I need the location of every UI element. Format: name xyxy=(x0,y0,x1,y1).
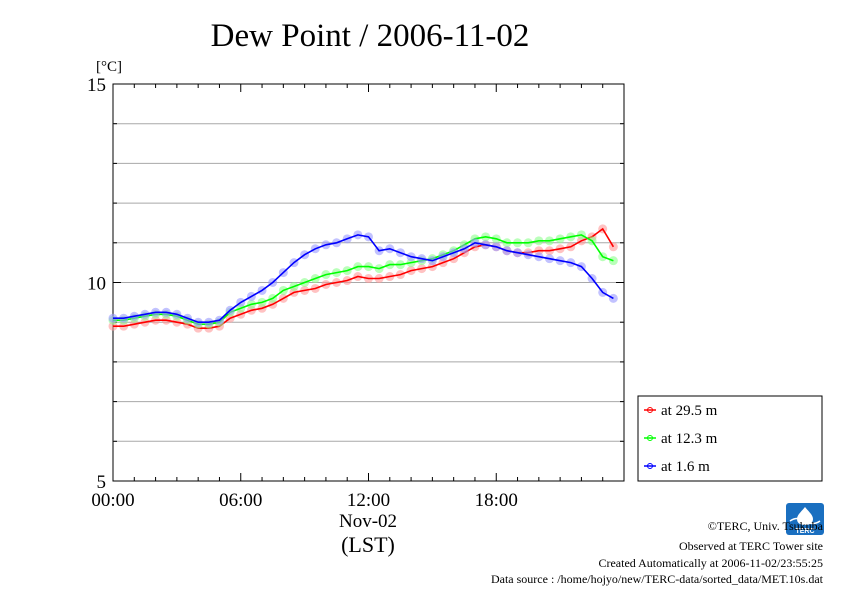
credit-observed: Observed at TERC Tower site xyxy=(679,539,823,553)
legend xyxy=(637,395,823,482)
x-tick-label: 00:00 xyxy=(91,490,134,511)
y-tick-label: 10 xyxy=(87,274,106,295)
axis-ticks xyxy=(112,83,625,482)
y-axis-label: [°C] xyxy=(96,59,122,75)
chart-title: Dew Point / 2006-11-02 xyxy=(211,18,530,54)
date-label: Nov-02 xyxy=(339,511,397,532)
legend-label: at 29.5 m xyxy=(661,403,718,419)
x-tick-label: 06:00 xyxy=(219,490,262,511)
legend-marker xyxy=(647,463,653,469)
logo-text: TERC xyxy=(795,528,814,535)
legend-item: at 1.6 m xyxy=(644,459,710,475)
x-axis-label: (LST) xyxy=(341,532,395,557)
series-line xyxy=(113,234,614,324)
x-tick-label: 18:00 xyxy=(475,490,518,511)
legend-label: at 1.6 m xyxy=(661,459,710,475)
credit-source: Data source : /home/hojyo/new/TERC-data/… xyxy=(491,572,824,586)
credit-copyright: ©TERC, Univ. Tsukuba xyxy=(708,519,824,533)
legend-items: at 29.5 m at 12.3 m at 1.6 m xyxy=(644,403,718,475)
tick-labels: 00:00 06:00 12:00 18:00 5 10 15 xyxy=(87,75,518,511)
legend-item: at 12.3 m xyxy=(644,431,718,447)
legend-label: at 12.3 m xyxy=(661,431,718,447)
series-layer xyxy=(108,224,618,333)
credit-created: Created Automatically at 2006-11-02/23:5… xyxy=(598,556,823,570)
y-tick-label: 5 xyxy=(97,472,107,493)
x-tick-label: 12:00 xyxy=(347,490,390,511)
y-tick-label: 15 xyxy=(87,75,106,96)
legend-marker xyxy=(647,435,653,441)
terc-logo: TERC xyxy=(786,503,824,535)
legend-marker xyxy=(647,407,653,413)
legend-item: at 29.5 m xyxy=(644,403,718,419)
series-3 xyxy=(108,230,618,327)
